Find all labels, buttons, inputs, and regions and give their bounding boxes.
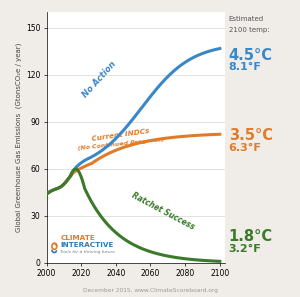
Y-axis label: Global Greenhouse Gas Emissions  (GtonsCO₂e / year): Global Greenhouse Gas Emissions (GtonsCO…: [15, 43, 22, 232]
Text: INTERACTIVE: INTERACTIVE: [60, 242, 114, 248]
Text: (No Continued Progress): (No Continued Progress): [78, 138, 164, 151]
Text: 3.2°F: 3.2°F: [229, 244, 261, 254]
Text: CLIMATE: CLIMATE: [60, 235, 95, 241]
Text: 8.1°F: 8.1°F: [229, 62, 262, 72]
Text: December 2015, www.ClimateScoreboard.org: December 2015, www.ClimateScoreboard.org: [82, 288, 218, 293]
Text: 4.5°C: 4.5°C: [229, 48, 273, 63]
Text: No Action: No Action: [81, 60, 118, 100]
Text: Ratchet Success: Ratchet Success: [130, 191, 196, 231]
Text: 3.5°C: 3.5°C: [229, 128, 273, 143]
Text: 2100 temp:: 2100 temp:: [229, 27, 269, 33]
Text: Estimated: Estimated: [229, 16, 264, 22]
Text: Current INDCs: Current INDCs: [92, 128, 150, 142]
Text: 1.8°C: 1.8°C: [229, 229, 273, 244]
Text: 6.3°F: 6.3°F: [229, 143, 262, 153]
Text: Tools for a thriving future: Tools for a thriving future: [60, 250, 116, 254]
